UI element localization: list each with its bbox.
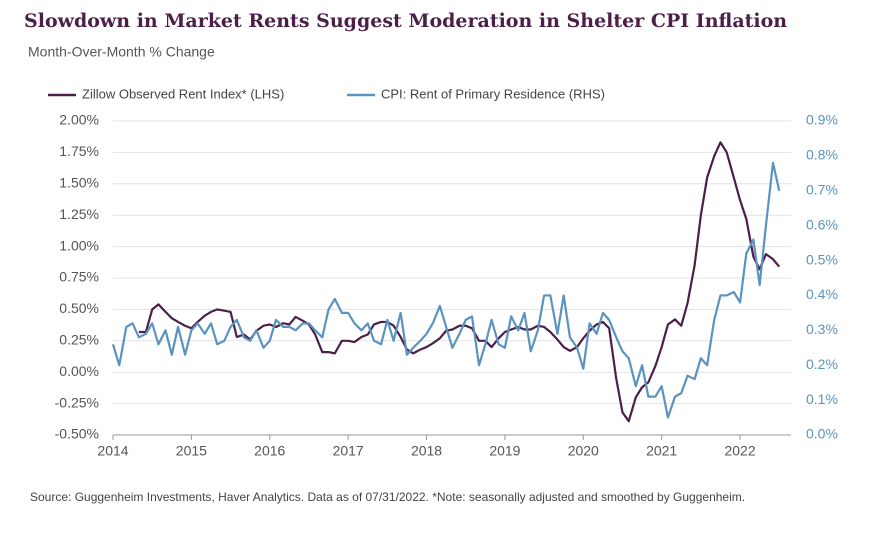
y2-tick-label: 0.0%	[806, 426, 838, 442]
x-tick-label: 2016	[254, 443, 285, 459]
x-tick-label: 2014	[97, 443, 128, 459]
y2-tick-label: 0.1%	[806, 391, 838, 407]
x-tick-label: 2019	[489, 443, 520, 459]
y2-tick-label: 0.4%	[806, 286, 838, 302]
x-tick-label: 2018	[411, 443, 442, 459]
series-line	[138, 141, 781, 423]
y-tick-label: 2.00%	[59, 112, 99, 128]
legend-label: CPI: Rent of Primary Residence (RHS)	[381, 86, 605, 101]
y2-tick-label: 0.7%	[806, 181, 838, 197]
legend-label: Zillow Observed Rent Index* (LHS)	[82, 86, 284, 101]
series-line	[111, 161, 781, 419]
y-tick-label: 1.00%	[59, 237, 99, 253]
y2-tick-label: 0.5%	[806, 251, 838, 267]
y2-tick-label: 0.6%	[806, 216, 838, 232]
y-tick-label: -0.50%	[55, 426, 99, 442]
y-tick-label: 0.75%	[59, 269, 99, 285]
x-tick-label: 2021	[646, 443, 677, 459]
x-tick-label: 2015	[176, 443, 207, 459]
source-note: Source: Guggenheim Investments, Haver An…	[30, 490, 745, 504]
y-tick-label: -0.25%	[55, 394, 99, 410]
y-tick-label: 1.25%	[59, 206, 99, 222]
x-tick-label: 2017	[333, 443, 364, 459]
y2-tick-label: 0.8%	[806, 147, 838, 163]
y-tick-label: 1.50%	[59, 175, 99, 191]
y2-tick-label: 0.3%	[806, 321, 838, 337]
y-tick-label: 1.75%	[59, 143, 99, 159]
chart-title: Slowdown in Market Rents Suggest Moderat…	[24, 10, 787, 32]
y-tick-label: 0.00%	[59, 363, 99, 379]
y-tick-label: 0.25%	[59, 332, 99, 348]
x-tick-label: 2022	[724, 443, 755, 459]
chart-subtitle: Month-Over-Month % Change	[28, 44, 215, 60]
y-tick-label: 0.50%	[59, 300, 99, 316]
y2-tick-label: 0.2%	[806, 356, 838, 372]
x-tick-label: 2020	[568, 443, 599, 459]
y2-tick-label: 0.9%	[806, 112, 838, 128]
